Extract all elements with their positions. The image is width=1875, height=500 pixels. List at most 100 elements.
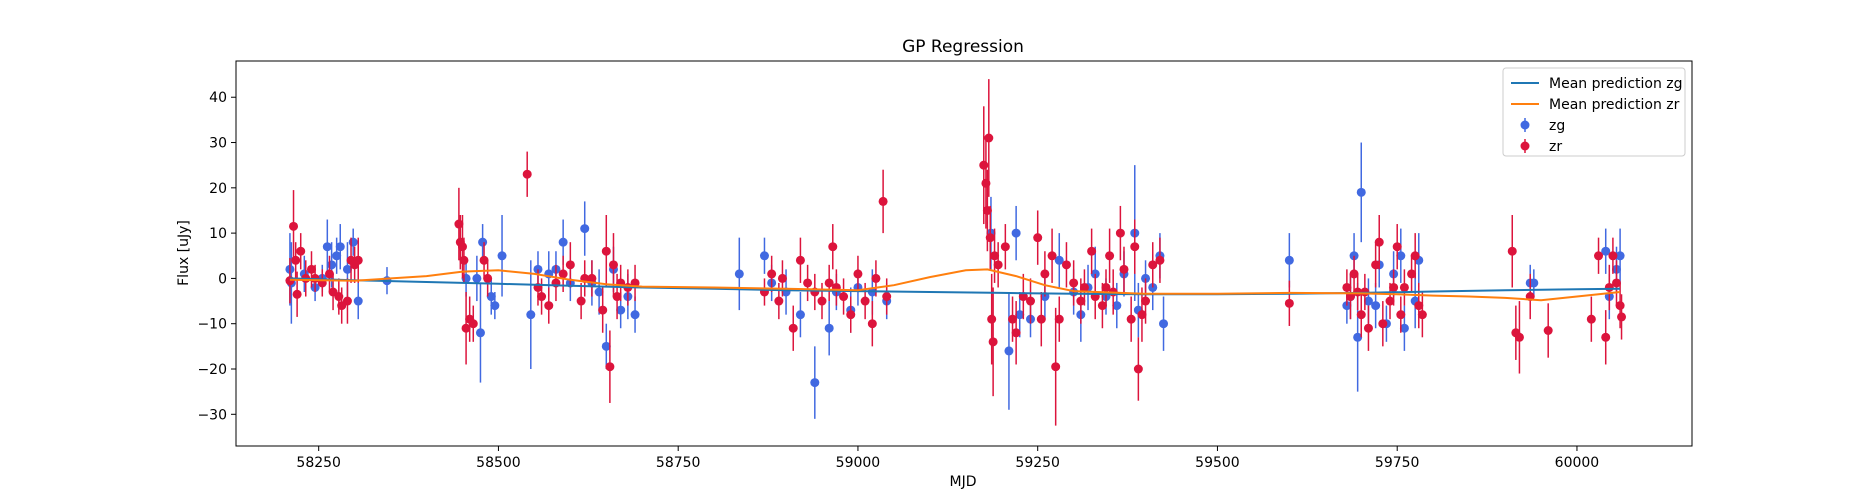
data-point-zr [1119,264,1129,274]
data-point-zr [1586,314,1596,324]
data-point-zr [774,296,784,306]
data-point-zr [1076,296,1086,306]
data-point-zr [1507,246,1517,256]
data-point-zg [1004,346,1014,356]
data-point-zr [1051,362,1061,372]
data-point-zr [1087,246,1097,256]
data-point-zr [353,255,363,265]
data-point-zr [1033,233,1043,243]
data-point-zg [322,242,332,252]
data-point-zr [1148,260,1158,270]
data-point-zr [605,362,615,372]
mean-line-zr [289,268,1621,302]
data-point-zg [824,323,834,333]
data-point-zg [486,292,496,302]
legend-point-swatch [1520,141,1530,151]
data-point-zg [497,251,507,261]
data-point-zr [1385,296,1395,306]
data-point-zr [767,269,777,279]
data-point-zg [1601,246,1611,256]
data-point-zg [1615,251,1625,261]
data-point-zg [348,237,358,247]
x-tick-label: 59500 [1195,455,1240,471]
mean-line-zg [289,277,1621,296]
data-point-zg [1011,228,1021,238]
x-axis-title: MJD [950,474,977,490]
data-point-zr [306,264,316,274]
x-tick-label: 58500 [476,455,521,471]
data-point-zg [1353,332,1363,342]
y-tick-label: 40 [209,90,227,106]
data-point-zg [759,251,769,261]
data-point-zr [1410,251,1420,261]
data-point-zr [598,305,608,315]
data-point-zr [1371,260,1381,270]
y-axis-title: Flux [uJy] [176,220,192,286]
data-point-zg [1356,187,1366,197]
data-point-zr [457,242,467,252]
data-point-zr [777,273,787,283]
data-point-zg [327,260,337,270]
data-point-zr [342,296,352,306]
data-point-zr [1097,301,1107,311]
data-point-zg [1015,310,1025,320]
data-point-zr [1594,251,1604,261]
data-point-zr [988,337,998,347]
data-point-zg [472,273,482,283]
data-point-zr [1284,298,1294,308]
x-tick-label: 58750 [656,455,701,471]
data-point-zg [490,301,500,311]
data-point-zr [987,314,997,324]
data-point-zg [795,310,805,320]
legend-label: zr [1549,139,1562,155]
data-point-zr [1115,228,1125,238]
data-point-zg [630,310,640,320]
data-point-zr [1407,269,1417,279]
data-point-zr [1000,242,1010,252]
x-tick-label: 60000 [1555,455,1600,471]
data-point-zr [461,323,471,333]
data-point-zg [1399,323,1409,333]
x-tick-label: 58250 [296,455,341,471]
data-point-zr [824,278,834,288]
data-point-zr [839,292,849,302]
data-point-zg [601,341,611,351]
data-point-zr [788,323,798,333]
data-point-zg [558,237,568,247]
data-point-zr [871,273,881,283]
data-point-zr [993,260,1003,270]
data-point-zr [990,251,1000,261]
y-tick-label: 20 [209,181,227,197]
legend: Mean prediction zg Mean prediction zr zg zr [1502,67,1686,157]
data-point-zr [1061,260,1071,270]
data-point-zr [1396,310,1406,320]
data-point-zg [1396,251,1406,261]
data-point-zr [1414,301,1424,311]
data-point-zg [594,287,604,297]
x-tick-label: 59000 [836,455,881,471]
data-point-zr [860,296,870,306]
data-point-zr [1054,314,1064,324]
data-point-zr [867,319,877,329]
data-point-zr [483,273,493,283]
data-point-zr [817,296,827,306]
data-point-zr [537,292,547,302]
data-point-zr [565,260,575,270]
data-point-zr [468,319,478,329]
data-point-zr [795,255,805,265]
data-point-zr [292,289,302,299]
data-point-zg [478,237,488,247]
data-point-zr [1011,328,1021,338]
data-point-zr [324,269,334,279]
data-point-zr [1399,282,1409,292]
data-point-zr [1612,278,1622,288]
data-point-zg [332,251,342,261]
data-point-zr [1018,292,1028,302]
data-point-zg [810,378,820,388]
data-point-zg [353,296,363,306]
data-point-zr [289,221,299,231]
data-point-zr [1615,301,1625,311]
legend-label: zg [1549,118,1565,134]
data-point-zr [1608,251,1618,261]
